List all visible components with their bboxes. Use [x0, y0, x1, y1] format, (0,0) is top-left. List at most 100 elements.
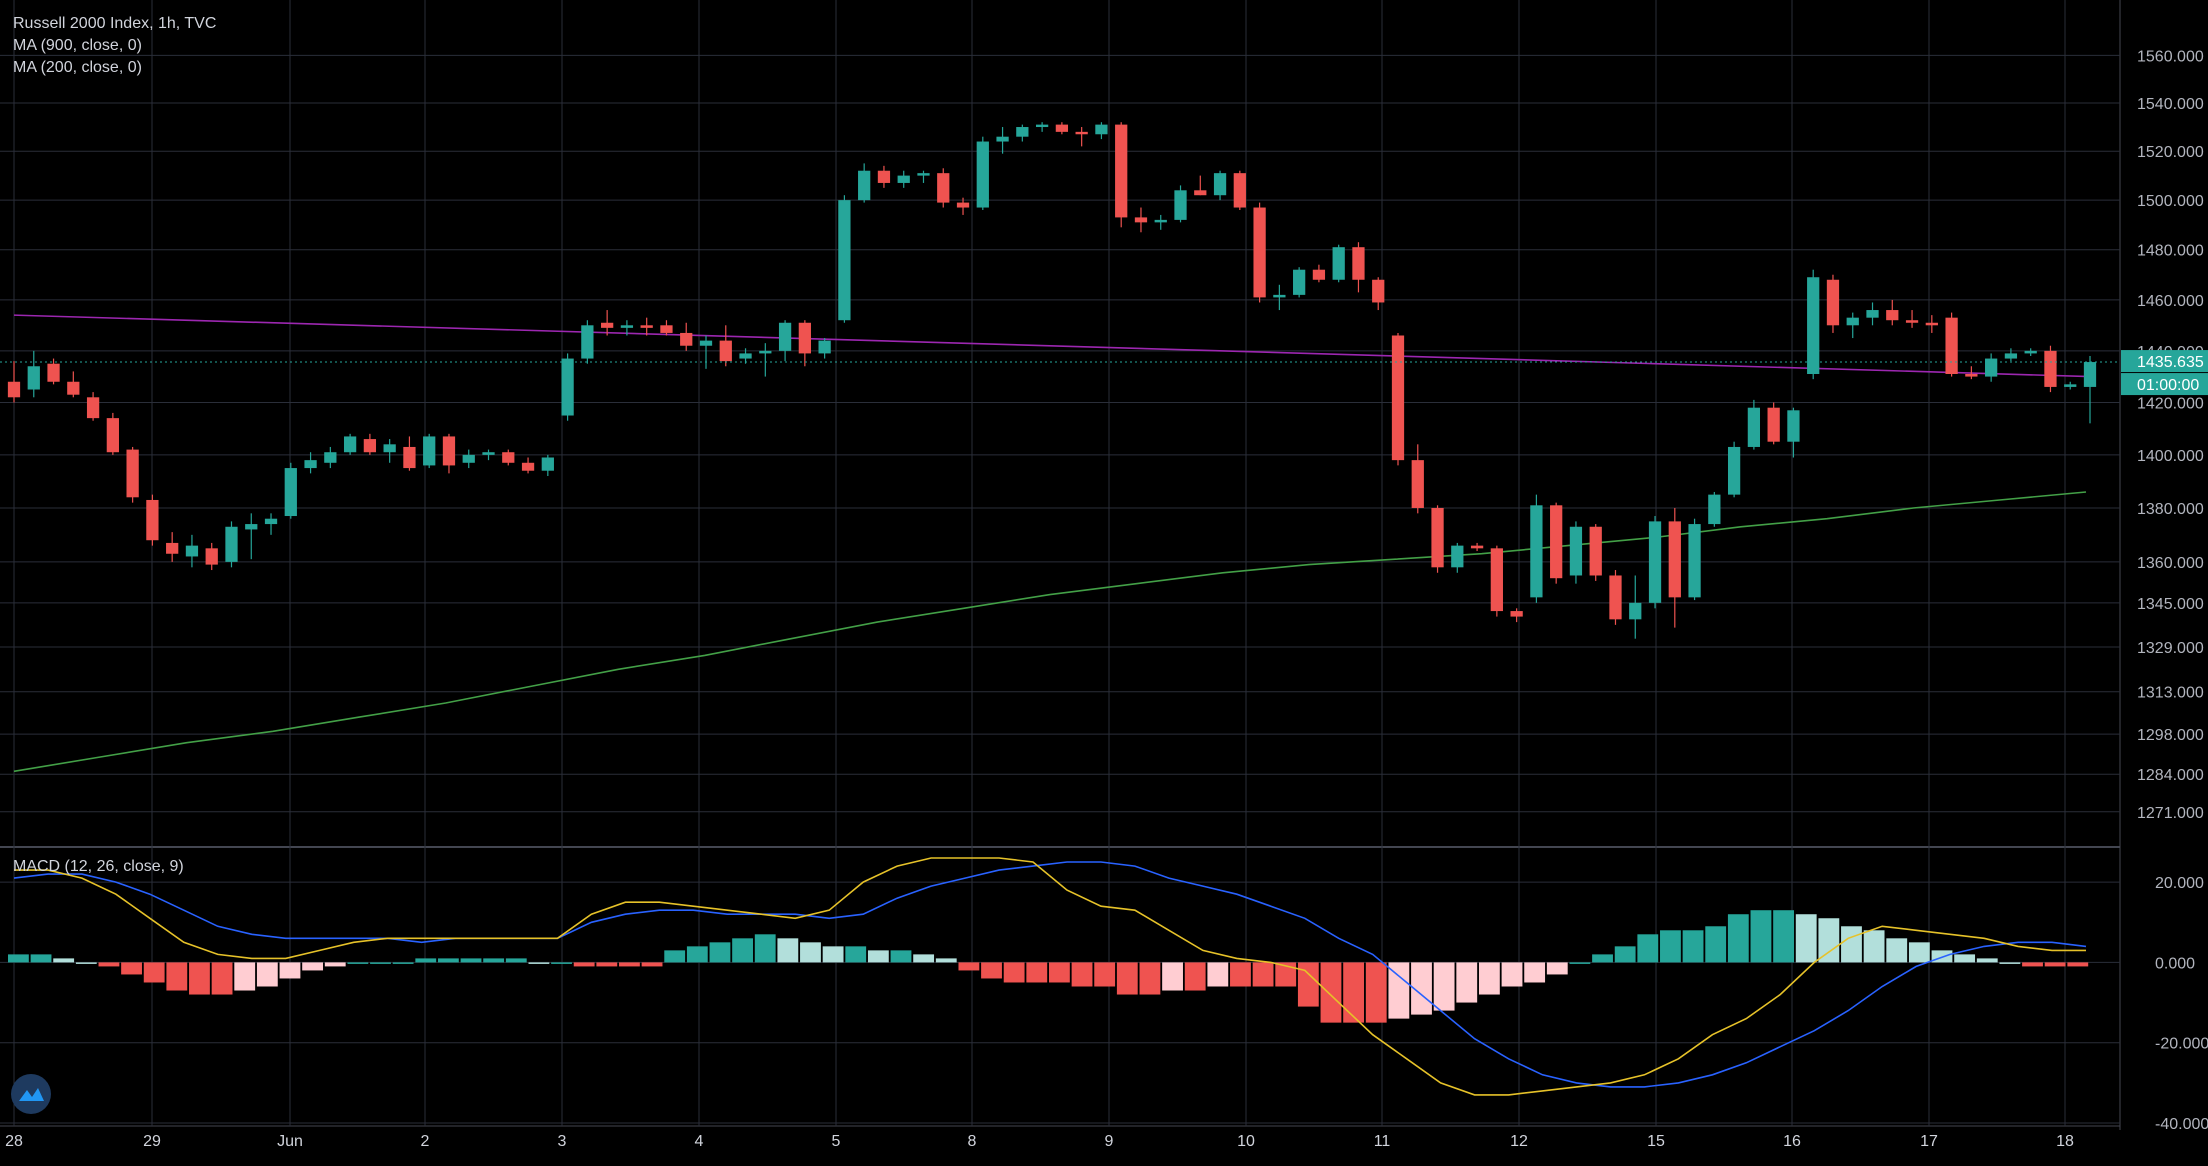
candle-body[interactable]: [2044, 350, 2057, 387]
candle-body[interactable]: [1213, 173, 1227, 196]
candle-body[interactable]: [699, 340, 713, 346]
histogram-bar[interactable]: [1750, 910, 1772, 963]
candle-body[interactable]: [225, 526, 238, 562]
candle-body[interactable]: [185, 545, 199, 557]
candle-body[interactable]: [462, 454, 475, 463]
histogram-bar[interactable]: [1863, 930, 1885, 963]
candle-series[interactable]: [7, 122, 2097, 639]
candle-body[interactable]: [363, 439, 377, 453]
histogram-bar[interactable]: [1478, 962, 1500, 995]
candle-body[interactable]: [1886, 310, 1899, 321]
histogram-bar[interactable]: [686, 946, 708, 963]
histogram-bar[interactable]: [1071, 962, 1093, 987]
histogram-bar[interactable]: [1773, 910, 1794, 963]
histogram-bar[interactable]: [1818, 918, 1840, 963]
histogram-bar[interactable]: [1524, 962, 1546, 983]
histogram-bar[interactable]: [143, 962, 165, 983]
histogram-bar[interactable]: [1592, 954, 1613, 963]
candle-body[interactable]: [1154, 219, 1167, 223]
candle-body[interactable]: [877, 170, 891, 183]
candle-body[interactable]: [1550, 505, 1563, 579]
histogram-bar[interactable]: [641, 962, 663, 967]
candle-body[interactable]: [1233, 173, 1246, 208]
histogram-bar[interactable]: [1614, 946, 1636, 963]
histogram-bar[interactable]: [1569, 962, 1591, 964]
histogram-bar[interactable]: [121, 962, 142, 975]
histogram-bar[interactable]: [483, 958, 505, 963]
candle-body[interactable]: [1708, 494, 1721, 525]
histogram-bar[interactable]: [1297, 962, 1319, 1007]
candle-body[interactable]: [601, 322, 614, 328]
candle-body[interactable]: [1629, 602, 1642, 620]
candle-body[interactable]: [2083, 362, 2097, 387]
candle-body[interactable]: [1352, 247, 1365, 280]
histogram-bar[interactable]: [211, 962, 233, 995]
histogram-bar[interactable]: [2067, 962, 2089, 967]
candle-body[interactable]: [324, 452, 337, 463]
candle-body[interactable]: [1965, 373, 1978, 377]
histogram-bar[interactable]: [392, 962, 414, 964]
histogram-bar[interactable]: [1139, 962, 1161, 995]
histogram-bar[interactable]: [1727, 914, 1749, 963]
candle-body[interactable]: [937, 173, 950, 203]
histogram-bar[interactable]: [754, 934, 776, 963]
candle-body[interactable]: [1134, 217, 1148, 223]
candle-body[interactable]: [798, 322, 811, 354]
candle-body[interactable]: [620, 325, 634, 328]
histogram-bar[interactable]: [1433, 962, 1455, 1011]
candle-body[interactable]: [640, 325, 653, 328]
candle-body[interactable]: [304, 460, 317, 469]
candle-body[interactable]: [1470, 545, 1484, 549]
candle-body[interactable]: [1688, 524, 1701, 598]
candle-body[interactable]: [976, 141, 989, 208]
macd-histogram[interactable]: [8, 910, 2089, 1023]
histogram-bar[interactable]: [845, 946, 867, 963]
candle-body[interactable]: [1925, 322, 1938, 326]
histogram-bar[interactable]: [1660, 930, 1681, 963]
candle-body[interactable]: [126, 449, 139, 498]
candle-body[interactable]: [482, 452, 495, 455]
price-axis[interactable]: 1560.000 1540.000 1520.000 1500.000 1480.000…: [2121, 48, 2208, 822]
candle-body[interactable]: [561, 358, 574, 416]
candle-body[interactable]: [502, 452, 515, 463]
candle-body[interactable]: [521, 462, 535, 471]
histogram-bar[interactable]: [1501, 962, 1523, 987]
histogram-bar[interactable]: [1682, 930, 1704, 963]
histogram-bar[interactable]: [53, 958, 75, 963]
candle-body[interactable]: [1826, 279, 1840, 326]
candle-body[interactable]: [1372, 279, 1385, 303]
candle-body[interactable]: [858, 170, 871, 201]
histogram-bar[interactable]: [596, 962, 618, 967]
histogram-bar[interactable]: [1207, 962, 1229, 987]
histogram-bar[interactable]: [1705, 926, 1727, 963]
candle-body[interactable]: [1095, 124, 1108, 135]
candle-body[interactable]: [1055, 124, 1069, 132]
candle-body[interactable]: [1945, 317, 1958, 374]
histogram-bar[interactable]: [1546, 962, 1568, 975]
histogram-bar[interactable]: [867, 950, 889, 963]
histogram-bar[interactable]: [1003, 962, 1025, 983]
histogram-bar[interactable]: [1999, 962, 2021, 964]
histogram-bar[interactable]: [370, 962, 391, 964]
candle-body[interactable]: [1787, 410, 1800, 442]
candle-body[interactable]: [917, 173, 930, 176]
histogram-bar[interactable]: [913, 954, 935, 963]
candle-body[interactable]: [996, 136, 1009, 142]
candle-body[interactable]: [1668, 521, 1681, 598]
candle-body[interactable]: [1293, 269, 1306, 295]
candle-body[interactable]: [166, 542, 179, 554]
candle-body[interactable]: [264, 518, 278, 525]
histogram-bar[interactable]: [1116, 962, 1138, 995]
candle-body[interactable]: [1194, 190, 1207, 196]
candle-body[interactable]: [383, 444, 396, 453]
candle-body[interactable]: [146, 499, 159, 541]
candle-body[interactable]: [343, 436, 357, 453]
histogram-bar[interactable]: [1908, 942, 1930, 963]
candle-body[interactable]: [1985, 358, 1998, 377]
macd-axis[interactable]: 20.000 0.000 -20.000 -40.000: [2155, 875, 2208, 1133]
candle-body[interactable]: [1115, 124, 1128, 218]
histogram-bar[interactable]: [1162, 962, 1183, 991]
candle-body[interactable]: [442, 436, 456, 466]
histogram-bar[interactable]: [1184, 962, 1206, 991]
candle-body[interactable]: [1530, 505, 1543, 598]
